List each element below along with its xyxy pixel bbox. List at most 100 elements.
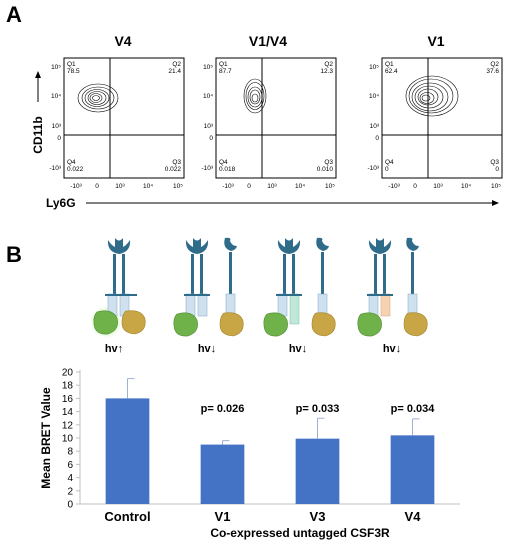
bar-control (105, 398, 150, 504)
y-tick: 0 (57, 135, 61, 142)
y-tick-label: 2 (67, 486, 73, 497)
x-tick: -10³ (388, 183, 400, 190)
contour-density (77, 83, 119, 113)
quadrant-q1-value: 62.4 (385, 68, 398, 75)
plot-title-v4: V4 (114, 33, 131, 49)
quadrant-q1-value: 87.7 (219, 68, 232, 75)
quadrant-q2-value: 37.6 (486, 68, 499, 75)
x-tick: 10³ (267, 183, 277, 190)
y-tick-label: 12 (62, 420, 74, 431)
quadrant-q4-name: Q4 (385, 159, 394, 166)
schematic-bret-control: hv↑ (90, 238, 146, 355)
category-label: V3 (310, 509, 326, 524)
schematic-bret-v4: hv↓ (357, 237, 428, 355)
x-tick: -10³ (222, 183, 234, 190)
panel-a-letter: A (6, 2, 22, 27)
flow-plot-v1v4: Q1 87.7 Q2 12.3 Q4 0.018 Q3 0.010 10⁵ 10… (201, 57, 337, 190)
x-tick: 10³ (115, 183, 125, 190)
x-tick: 0 (247, 183, 251, 190)
y-tick-label: 18 (62, 381, 74, 392)
x-tick: 10⁵ (491, 183, 501, 190)
quadrant-q2-name: Q2 (324, 61, 333, 68)
contour-density (243, 78, 267, 114)
quadrant-q3-name: Q3 (490, 159, 499, 166)
category-label: Control (104, 509, 150, 524)
p-value-label: p= 0.033 (296, 403, 340, 415)
quadrant-q3-value: 0.010 (317, 166, 334, 173)
quadrant-q1-value: 78.5 (67, 68, 80, 75)
bar-v4 (390, 435, 435, 504)
bar-v1 (200, 444, 245, 504)
y-axis-label-cd11b: CD11b (31, 116, 45, 153)
chart-y-axis-label: Mean BRET Value (39, 387, 53, 489)
light-emission-label: hv↓ (383, 343, 401, 355)
bar-v3 (295, 438, 340, 504)
quadrant-q4-name: Q4 (67, 159, 76, 166)
y-tick-label: 16 (62, 394, 74, 405)
chart-x-axis-label: Co-expressed untagged CSF3R (210, 526, 390, 540)
y-tick: 10⁴ (369, 93, 379, 100)
y-tick: 0 (375, 135, 379, 142)
y-tick-label: 14 (62, 407, 74, 418)
y-tick: 10³ (370, 123, 380, 130)
quadrant-q3-name: Q3 (324, 159, 333, 166)
x-axis-label-ly6g: Ly6G (46, 196, 76, 210)
y-tick: 10⁴ (203, 93, 213, 100)
quadrant-q3-value: 0.022 (165, 166, 182, 173)
quadrant-q4-value: 0.018 (219, 166, 236, 173)
x-tick: 0 (95, 183, 99, 190)
x-tick: 10⁵ (325, 183, 335, 190)
quadrant-q2-name: Q2 (490, 61, 499, 68)
x-tick: 10³ (433, 183, 443, 190)
quadrant-q2-value: 12.3 (320, 68, 333, 75)
light-emission-label: hv↓ (198, 343, 216, 355)
x-tick: 10⁵ (173, 183, 183, 190)
y-tick: 10⁵ (369, 64, 379, 71)
quadrant-q3-value: 0 (495, 166, 499, 173)
quadrant-q2-name: Q2 (172, 61, 181, 68)
light-emission-label: hv↓ (289, 343, 307, 355)
y-tick: 10⁴ (51, 93, 61, 100)
x-tick: 10⁴ (461, 183, 471, 190)
x-tick: 0 (413, 183, 417, 190)
y-tick: 10⁵ (203, 64, 213, 71)
y-tick-label: 6 (67, 460, 73, 471)
flow-plot-v4: Q1 78.5 Q2 21.4 Q4 0.022 Q3 0.022 10⁵ 10… (49, 57, 185, 190)
flow-plot-v1: Q1 62.4 Q2 37.6 Q4 0 Q3 0 10⁵ 10⁴ 10³ 0 … (367, 57, 503, 190)
p-value-label: p= 0.034 (391, 403, 436, 415)
y-tick-label: 4 (67, 473, 73, 484)
quadrant-q1-name: Q1 (385, 61, 394, 68)
category-label: V4 (405, 509, 422, 524)
x-tick: -10³ (70, 183, 82, 190)
light-emission-label: hv↑ (105, 343, 123, 355)
panel-b-letter: B (6, 242, 22, 267)
quadrant-q2-value: 21.4 (168, 68, 181, 75)
quadrant-q4-value: 0.022 (67, 166, 84, 173)
schematic-bret-v1: hv↓ (173, 237, 244, 355)
y-tick: -10³ (367, 165, 379, 172)
y-tick: 10⁵ (51, 64, 61, 71)
y-tick: 10³ (204, 123, 214, 130)
contour-density (405, 75, 459, 117)
p-value-label: p= 0.026 (201, 403, 245, 415)
plot-title-v1: V1 (427, 33, 444, 49)
y-tick: 0 (209, 135, 213, 142)
plot-title-v1v4: V1/V4 (249, 33, 287, 49)
quadrant-q1-name: Q1 (67, 61, 76, 68)
x-tick: 10⁴ (295, 183, 305, 190)
y-tick-label: 20 (62, 368, 74, 379)
y-tick-label: 0 (67, 500, 73, 511)
quadrant-q1-name: Q1 (219, 61, 228, 68)
y-tick: -10³ (49, 165, 61, 172)
quadrant-q4-name: Q4 (219, 159, 228, 166)
y-tick: -10³ (201, 165, 213, 172)
x-tick: 10⁴ (143, 183, 153, 190)
quadrant-q4-value: 0 (385, 166, 389, 173)
quadrant-q3-name: Q3 (172, 159, 181, 166)
y-tick: 10³ (52, 123, 62, 130)
category-label: V1 (215, 509, 231, 524)
bret-bar-chart: 0 2 4 6 8 10 12 14 16 18 20 Control p= 0.026 V1 p= 0.0… (62, 368, 460, 524)
y-tick-label: 10 (62, 434, 74, 445)
y-tick-label: 8 (67, 447, 73, 458)
